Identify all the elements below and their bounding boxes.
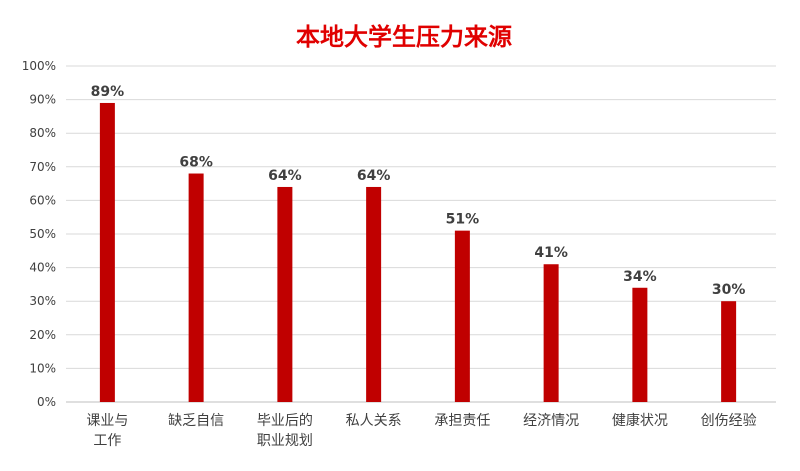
data-label: 51% [446,212,480,228]
x-tick-label-line: 课业与 [86,413,128,429]
x-tick-label-line: 毕业后的 [257,413,313,429]
chart-title: 本地大学生压力来源 [296,23,512,51]
x-tick-label-line: 创伤经验 [701,413,757,429]
bar [188,173,204,402]
gridlines [66,65,776,403]
x-tick-label: 毕业后的职业规划 [257,413,313,449]
bars [99,102,737,403]
data-label: 64% [357,168,391,184]
x-tick-label-line: 私人关系 [346,413,402,429]
x-tick-label: 私人关系 [346,413,402,429]
x-tick-label: 健康状况 [612,412,668,429]
y-tick-label: 50% [29,227,56,241]
x-tick-label-line: 经济情况 [523,413,579,429]
y-tick-label: 70% [29,160,56,174]
bar [366,186,382,402]
data-label: 89% [91,84,125,100]
y-tick-label: 100% [22,59,56,73]
x-tick-label-line: 缺乏自信 [168,413,224,429]
y-tick-label: 0% [37,395,56,409]
data-labels: 89% 68% 64% 64% 51% 41% 34% 30% [91,84,746,298]
x-tick-label-line: 健康状况 [612,412,668,429]
data-label: 68% [179,155,213,171]
data-label: 30% [712,282,746,298]
y-axis-tick-labels: 0% 10% 20% 30% 40% 50% 60% 70% 80% 90% 100% [22,59,56,409]
x-tick-label: 缺乏自信 [168,413,224,429]
y-tick-label: 30% [29,294,56,308]
y-tick-label: 40% [29,261,56,275]
x-tick-label-line: 职业规划 [257,433,313,449]
x-tick-label: 课业与工作 [86,413,128,449]
y-tick-label: 80% [29,126,56,140]
bar [277,186,293,402]
x-tick-label-line: 工作 [93,433,121,449]
y-tick-label: 20% [29,328,56,342]
bar [454,230,470,402]
x-tick-label: 承担责任 [434,413,490,429]
y-tick-label: 90% [29,93,56,107]
x-tick-label: 经济情况 [523,413,579,429]
bar [632,287,648,402]
data-label: 64% [268,168,302,184]
x-tick-label: 创伤经验 [701,413,757,429]
bar [99,102,115,403]
x-axis-tick-labels: 课业与工作 缺乏自信 毕业后的职业规划 私人关系 承担责任 经济情况 健康状况 创伤经验 [86,412,756,449]
x-tick-label-line: 承担责任 [434,413,490,429]
bar [543,264,559,402]
data-label: 34% [623,269,657,285]
y-tick-label: 60% [29,193,56,207]
data-label: 41% [534,245,568,261]
bar [721,301,737,402]
y-tick-label: 10% [29,361,56,375]
